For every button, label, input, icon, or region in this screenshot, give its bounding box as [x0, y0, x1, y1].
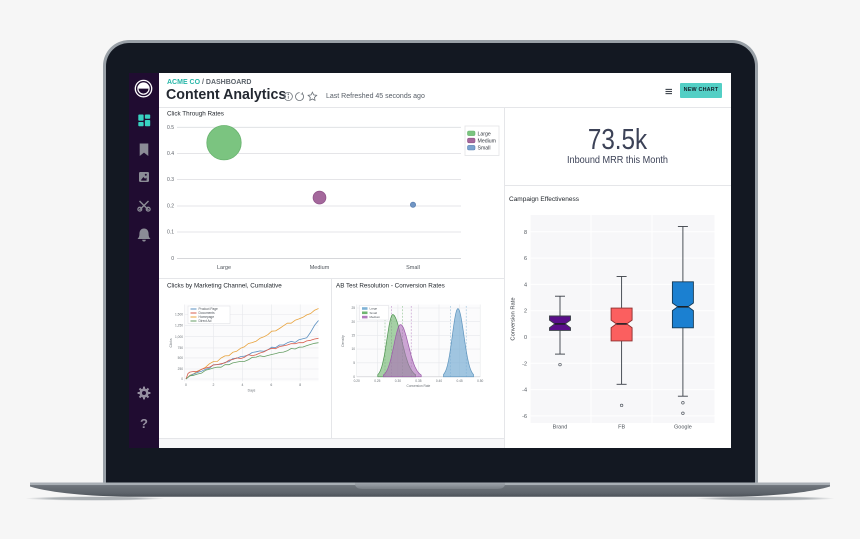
svg-text:0: 0	[185, 383, 187, 387]
svg-text:Conversion Rate: Conversion Rate	[407, 384, 431, 388]
svg-text:0.5: 0.5	[167, 125, 174, 131]
svg-text:750: 750	[178, 346, 184, 350]
svg-text:Density: Density	[341, 335, 345, 347]
svg-text:0.35: 0.35	[415, 379, 421, 383]
svg-text:Medium: Medium	[478, 139, 496, 145]
svg-text:Small: Small	[370, 311, 378, 315]
svg-text:Brand: Brand	[553, 425, 568, 431]
svg-text:Large: Large	[217, 265, 231, 271]
svg-text:FB: FB	[618, 425, 625, 431]
svg-text:2: 2	[524, 309, 527, 315]
svg-text:0.45: 0.45	[456, 379, 462, 383]
svg-text:4: 4	[241, 383, 243, 387]
svg-text:1,000: 1,000	[175, 335, 183, 339]
svg-text:AB Test Resolution - Conversio: AB Test Resolution - Conversion Rates	[336, 283, 445, 290]
svg-text:0.2: 0.2	[167, 204, 174, 210]
svg-text:8: 8	[299, 383, 301, 387]
svg-text:Small: Small	[406, 265, 420, 271]
svg-text:0: 0	[181, 377, 183, 381]
svg-text:250: 250	[178, 367, 184, 371]
svg-text:5: 5	[353, 361, 355, 365]
svg-text:0.50: 0.50	[477, 379, 483, 383]
svg-text:-6: -6	[522, 414, 527, 420]
svg-text:0: 0	[353, 375, 355, 379]
svg-text:1,250: 1,250	[175, 324, 183, 328]
svg-text:Large: Large	[478, 131, 491, 137]
svg-text:-4: -4	[522, 388, 527, 394]
svg-text:?: ?	[140, 416, 148, 431]
svg-text:Large: Large	[370, 307, 378, 311]
svg-text:Product Page: Product Page	[199, 307, 219, 311]
svg-text:Small: Small	[478, 146, 491, 152]
svg-text:8: 8	[524, 230, 527, 236]
svg-text:Days: Days	[248, 389, 256, 393]
svg-text:0.4: 0.4	[167, 151, 174, 157]
svg-text:0.30: 0.30	[395, 379, 401, 383]
svg-text:2: 2	[213, 383, 215, 387]
svg-text:Direct Ad: Direct Ad	[199, 319, 212, 323]
svg-text:0.20: 0.20	[354, 379, 360, 383]
svg-text:Homepage: Homepage	[199, 315, 215, 319]
svg-text:0: 0	[171, 256, 174, 262]
svg-text:Medium: Medium	[370, 315, 381, 319]
svg-text:0.3: 0.3	[167, 177, 174, 183]
svg-text:10: 10	[351, 347, 355, 351]
svg-text:4: 4	[524, 282, 527, 288]
svg-text:Documents: Documents	[199, 311, 216, 315]
svg-text:500: 500	[178, 356, 184, 360]
svg-text:Conversion Rate: Conversion Rate	[511, 297, 517, 340]
svg-text:Clicks by Marketing Channel, C: Clicks by Marketing Channel, Cumulative	[167, 283, 282, 290]
svg-text:0.25: 0.25	[374, 379, 380, 383]
svg-text:0.40: 0.40	[436, 379, 442, 383]
svg-text:Click Through Rates: Click Through Rates	[167, 110, 224, 117]
svg-text:6: 6	[524, 256, 527, 262]
svg-text:Medium: Medium	[310, 265, 330, 271]
svg-text:-2: -2	[522, 361, 527, 367]
svg-text:Google: Google	[674, 425, 692, 431]
svg-text:25: 25	[351, 306, 355, 310]
svg-text:Clicks: Clicks	[169, 338, 173, 347]
svg-text:15: 15	[351, 334, 355, 338]
svg-text:6: 6	[270, 383, 272, 387]
svg-text:0: 0	[524, 335, 527, 341]
svg-text:20: 20	[351, 320, 355, 324]
svg-text:1,500: 1,500	[175, 313, 183, 317]
svg-text:0.1: 0.1	[167, 230, 174, 236]
